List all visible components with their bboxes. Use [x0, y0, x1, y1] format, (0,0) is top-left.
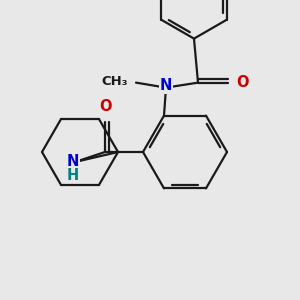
Text: N: N — [67, 154, 79, 169]
Text: O: O — [236, 75, 248, 90]
Text: H: H — [67, 167, 79, 182]
Text: O: O — [99, 99, 111, 114]
Text: N: N — [160, 78, 172, 93]
Text: CH₃: CH₃ — [101, 75, 128, 88]
